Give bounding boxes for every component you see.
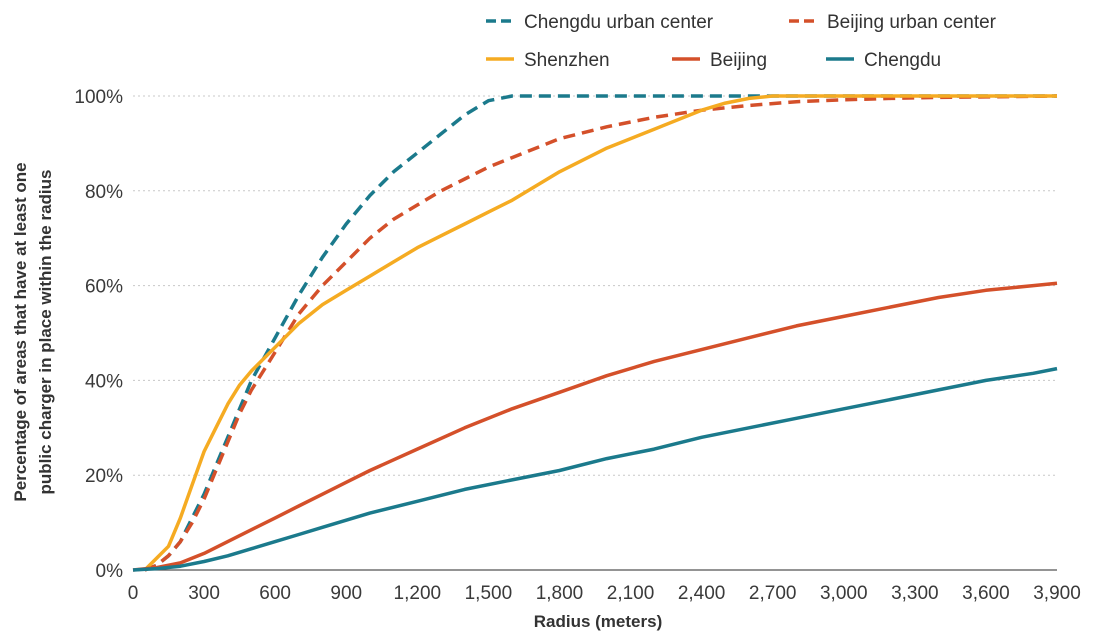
x-tick-label-3000: 3,000 <box>820 583 868 604</box>
series-line-chengdu <box>132 366 1058 572</box>
y-tick-label-100: 100% <box>74 87 123 108</box>
legend-item-chengdu-urban-center[interactable]: Chengdu urban center <box>486 12 714 33</box>
legend-label-chengdu-urban-center: Chengdu urban center <box>524 12 714 33</box>
y-tick-label-80: 80% <box>85 182 123 203</box>
x-tick-label-0: 0 <box>128 583 139 604</box>
series-line-beijing <box>132 281 1058 572</box>
x-tick-label-1500: 1,500 <box>465 583 513 604</box>
x-tick-label-1800: 1,800 <box>536 583 584 604</box>
y-tick-label-0: 0% <box>96 561 124 582</box>
x-tick-label-3600: 3,600 <box>962 583 1010 604</box>
y-axis-title: Percentage of areas that have at least o… <box>11 162 55 501</box>
x-tick-label-2700: 2,700 <box>749 583 797 604</box>
series-line-shenzhen <box>143 94 1057 572</box>
legend: Chengdu urban center Beijing urban cente… <box>486 12 997 71</box>
x-tick-label-300: 300 <box>188 583 220 604</box>
series-line-beijing-urban-center <box>144 94 1058 572</box>
y-tick-label-60: 60% <box>85 277 123 298</box>
x-tick-label-1200: 1,200 <box>394 583 442 604</box>
x-tick-label-3900: 3,900 <box>1033 583 1081 604</box>
series-layer <box>132 94 1058 572</box>
legend-label-shenzhen: Shenzhen <box>524 50 610 71</box>
x-axis-title: Radius (meters) <box>534 612 662 631</box>
legend-label-chengdu: Chengdu <box>864 50 941 71</box>
x-tick-label-600: 600 <box>259 583 291 604</box>
legend-label-beijing: Beijing <box>710 50 767 71</box>
tick-layer: 0% 20% 40% 60% 80% 100% 0 300 600 900 1,200 1,500 1,… <box>74 87 1080 604</box>
x-tick-label-2400: 2,400 <box>678 583 726 604</box>
y-tick-label-20: 20% <box>85 466 123 487</box>
x-tick-label-900: 900 <box>330 583 362 604</box>
y-tick-label-40: 40% <box>85 371 123 392</box>
x-tick-label-3300: 3,300 <box>891 583 939 604</box>
x-tick-label-2100: 2,100 <box>607 583 655 604</box>
legend-item-beijing[interactable]: Beijing <box>672 50 767 71</box>
legend-item-beijing-urban-center[interactable]: Beijing urban center <box>789 12 997 33</box>
legend-label-beijing-urban-center: Beijing urban center <box>827 12 997 33</box>
legend-item-chengdu[interactable]: Chengdu <box>826 50 941 71</box>
y-axis-title-line-1: Percentage of areas that have at least o… <box>11 162 30 501</box>
y-axis-title-line-2: public charger in place within the radiu… <box>36 170 55 495</box>
legend-item-shenzhen[interactable]: Shenzhen <box>486 50 610 71</box>
series-line-chengdu-urban-center <box>144 94 1057 572</box>
